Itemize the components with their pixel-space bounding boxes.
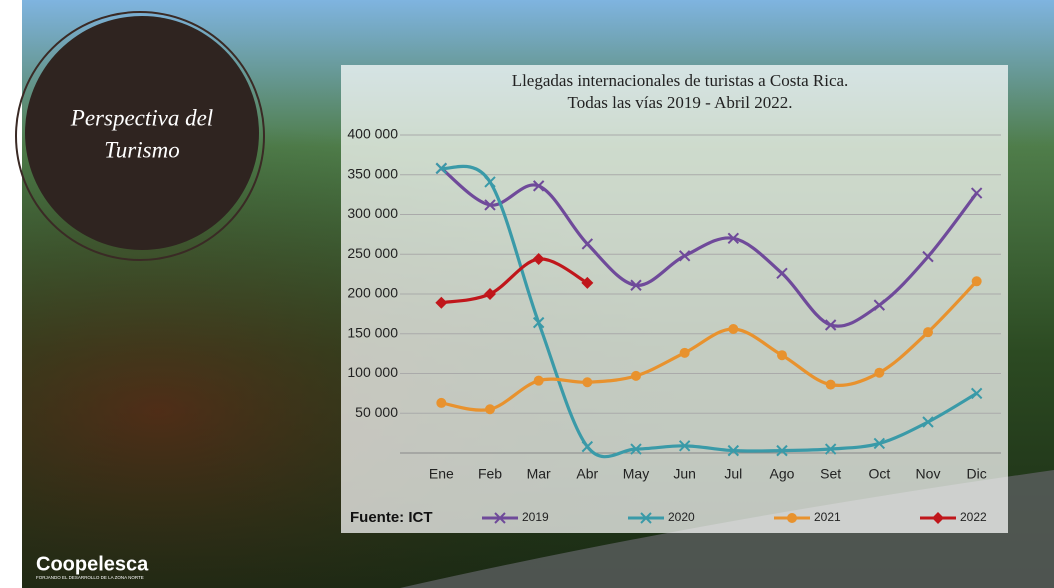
x-tick-label: May (623, 466, 649, 482)
y-tick-label: 150 000 (347, 324, 398, 340)
logo-tagline: FORJANDO EL DESARROLLO DE LA ZONA NORTE (36, 575, 144, 580)
x-tick-label: Oct (868, 466, 890, 482)
legend-label: 2020 (668, 510, 695, 524)
y-tick-label: 100 000 (347, 364, 398, 380)
point (534, 376, 544, 386)
point (631, 371, 641, 381)
x-tick-label: Dic (967, 466, 987, 482)
y-tick-label: 50 000 (355, 404, 398, 420)
y-tick-label: 250 000 (347, 245, 398, 261)
point (826, 380, 836, 390)
left-margin (0, 0, 22, 588)
point (972, 276, 982, 286)
logo-name: Coopelesca (36, 553, 149, 575)
x-tick-label: Nov (916, 466, 941, 482)
x-tick-label: Ene (429, 466, 454, 482)
legend-label: 2021 (814, 510, 841, 524)
heading-line: Turismo (104, 137, 179, 162)
point (436, 398, 446, 408)
point (923, 327, 933, 337)
heading-line: Perspectiva del (70, 105, 213, 130)
chart-title: Llegadas internacionales de turistas a C… (512, 71, 849, 90)
point (582, 377, 592, 387)
x-tick-label: Jun (673, 466, 696, 482)
x-tick-label: Mar (527, 466, 551, 482)
y-tick-label: 300 000 (347, 205, 398, 221)
legend-label: 2022 (960, 510, 987, 524)
x-tick-label: Abr (576, 466, 598, 482)
point (680, 348, 690, 358)
point (777, 350, 787, 360)
legend-label: 2019 (522, 510, 549, 524)
slide: Perspectiva del Turismo Coopelesca FORJA… (0, 0, 1054, 588)
point (874, 368, 884, 378)
y-tick-label: 400 000 (347, 126, 398, 142)
x-tick-label: Set (820, 466, 841, 482)
x-tick-label: Ago (770, 466, 795, 482)
x-tick-label: Jul (724, 466, 742, 482)
heading-circle (25, 16, 259, 250)
point (728, 324, 738, 334)
point (485, 404, 495, 414)
y-tick-label: 200 000 (347, 285, 398, 301)
y-tick-label: 350 000 (347, 165, 398, 181)
x-tick-label: Feb (478, 466, 502, 482)
source-note: Fuente: ICT (350, 509, 433, 526)
legend-marker (787, 513, 797, 523)
chart-subtitle: Todas las vías 2019 - Abril 2022. (568, 93, 793, 112)
